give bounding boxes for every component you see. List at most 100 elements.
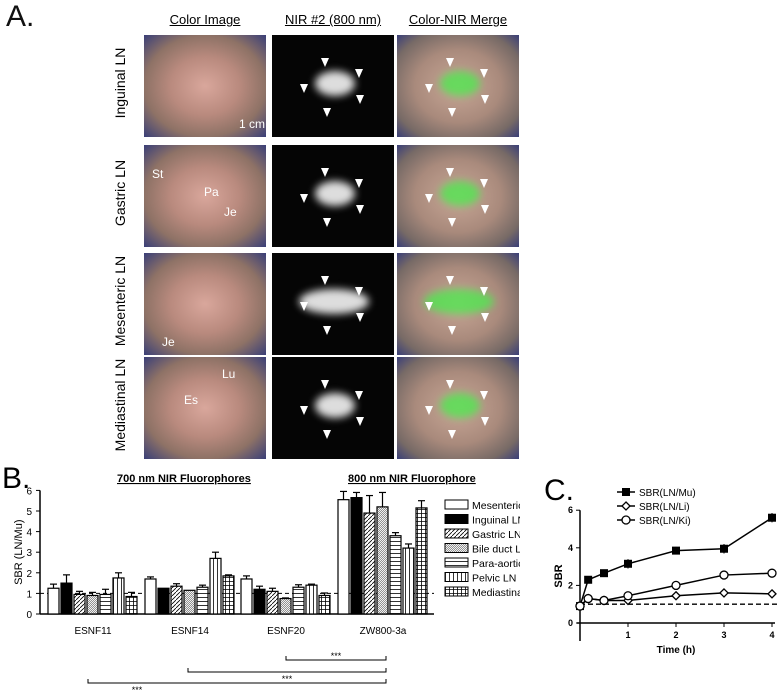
- significance-bracket: [187, 668, 387, 673]
- data-point: [671, 580, 681, 591]
- arrowhead-icon: [445, 58, 454, 68]
- bar: [253, 588, 266, 615]
- row-label: Mesenteric LN: [112, 255, 128, 347]
- chart-title: 700 nm NIR Fluorophores: [117, 473, 251, 485]
- arrowhead-icon: [481, 313, 490, 323]
- anatomy-label: Pa: [204, 185, 219, 199]
- column-header: Color-NIR Merge: [408, 12, 508, 27]
- nir-image: [272, 35, 394, 137]
- legend-label: Para-aortic LN: [472, 558, 520, 570]
- legend-swatch: [444, 586, 469, 597]
- arrowhead-icon: [480, 390, 489, 400]
- y-tick-label: 1: [26, 589, 32, 600]
- data-point: [623, 591, 633, 601]
- legend-swatch: [444, 543, 469, 553]
- bar: [157, 587, 170, 615]
- legend-swatch: [444, 557, 469, 568]
- data-point: [599, 595, 609, 606]
- arrowhead-icon: [323, 430, 332, 440]
- significance-bracket: [87, 679, 387, 684]
- legend-label: Gastric LN: [472, 529, 520, 541]
- bar: [209, 557, 222, 615]
- y-tick-label: 3: [26, 548, 32, 559]
- y-tick-label: 5: [26, 507, 32, 518]
- arrowhead-icon: [448, 326, 457, 336]
- anatomy-label: Es: [184, 393, 199, 407]
- color-image: Je: [144, 253, 266, 355]
- bar: [99, 593, 112, 615]
- arrowhead-icon: [355, 390, 364, 400]
- arrowhead-icon: [320, 168, 329, 178]
- category-label: ESNF11: [74, 626, 111, 637]
- x-tick-label: 4: [769, 630, 774, 640]
- bar: [415, 507, 428, 615]
- x-axis-label: Time (h): [657, 645, 696, 656]
- nir-image: [272, 145, 394, 247]
- data-point: [624, 559, 632, 568]
- legend-label: Mesenteric LN: [472, 500, 520, 512]
- data-point: [584, 575, 593, 584]
- bar: [73, 593, 86, 615]
- x-tick-label: 3: [721, 630, 726, 640]
- arrowhead-icon: [323, 218, 332, 228]
- legend-label: Bile duct LN: [472, 544, 520, 556]
- arrowhead-icon: [356, 313, 365, 323]
- bar: [60, 582, 73, 615]
- bar: [363, 512, 376, 615]
- arrowhead-icon: [300, 302, 309, 312]
- nir-image: [272, 253, 394, 355]
- bar: [337, 499, 350, 615]
- category-label: ZW800-3a: [360, 626, 407, 637]
- arrowhead-icon: [356, 417, 365, 427]
- y-tick-label: 0: [26, 610, 32, 621]
- significance-label: ***: [331, 651, 342, 661]
- data-point: [719, 570, 729, 580]
- merge-image: [397, 35, 519, 137]
- x-tick-label: 1: [625, 630, 630, 640]
- arrowhead-icon: [445, 380, 454, 390]
- legend-label: SBR(LN/Li): [639, 502, 690, 513]
- bar: [350, 497, 363, 615]
- legend-marker: [622, 488, 630, 496]
- arrowhead-icon: [300, 194, 309, 204]
- arrowhead-icon: [480, 178, 489, 188]
- bar: [183, 589, 196, 615]
- y-tick-label: 4: [26, 528, 32, 539]
- nir-image: [272, 357, 394, 459]
- y-tick-label: 6: [568, 505, 573, 515]
- bar: [196, 586, 209, 615]
- y-tick-label: 6: [26, 486, 32, 497]
- arrowhead-icon: [448, 108, 457, 118]
- merge-image: [397, 357, 519, 459]
- arrowhead-icon: [481, 95, 490, 105]
- arrowhead-icon: [355, 286, 364, 296]
- data-point: [600, 569, 608, 578]
- arrowhead-icon: [356, 205, 365, 215]
- arrowhead-icon: [480, 286, 489, 296]
- arrowhead-icon: [323, 108, 332, 118]
- bar: [86, 594, 99, 615]
- row-label: Inguinal LN: [112, 47, 128, 119]
- legend-swatch: [444, 572, 469, 582]
- panel-c-label: C.: [544, 474, 574, 507]
- arrowhead-icon: [425, 302, 434, 312]
- bar: [240, 578, 253, 615]
- bar: [266, 590, 279, 615]
- data-point: [720, 544, 728, 553]
- arrowhead-icon: [481, 205, 490, 215]
- y-tick-label: 2: [568, 580, 573, 590]
- line-chart: C. 0 2 4 6 1 2 3 4 Time (h) SBR SBR(LN/Mu) SBR(LN/Li…: [544, 474, 777, 656]
- arrowhead-icon: [448, 218, 457, 228]
- arrowhead-icon: [300, 406, 309, 416]
- row-label: Gastric LN: [112, 159, 128, 227]
- arrowhead-icon: [356, 95, 365, 105]
- category-label: ESNF14: [171, 626, 209, 637]
- bar: [389, 535, 402, 615]
- y-axis-label: SBR (LN/Mu): [13, 519, 25, 584]
- arrowhead-icon: [480, 68, 489, 78]
- row-label: Mediastinal LN: [112, 358, 128, 452]
- color-image: Lu Es: [144, 357, 266, 459]
- y-tick-label: 2: [26, 569, 32, 580]
- arrowhead-icon: [481, 417, 490, 427]
